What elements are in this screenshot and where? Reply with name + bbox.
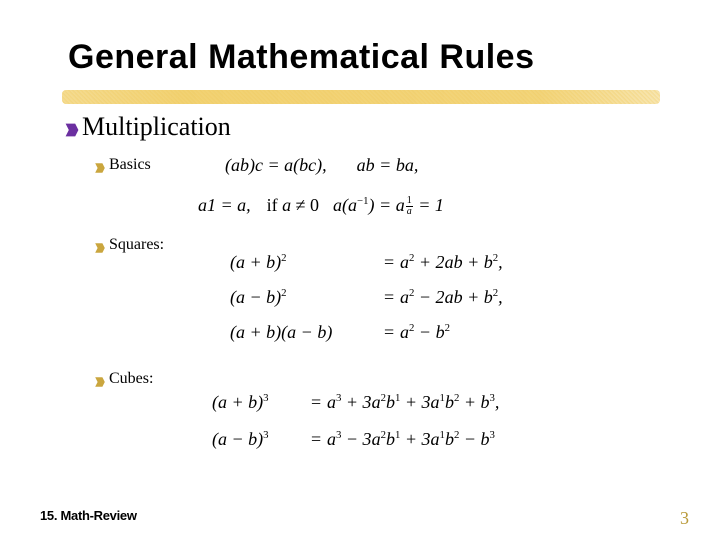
- sub-item-label: Squares:: [109, 236, 164, 254]
- eq-cubes-row: (a − b)3=a3 − 3a2b1 + 3a1b2 − b3: [212, 429, 627, 450]
- eq-basics-line1: (ab)c = a(bc),ab = ba,: [225, 155, 418, 176]
- section-multiplication: Multiplication: [64, 112, 231, 142]
- eq-basics-line2: a1 = a,if a ≠ 0a(a−1) = a1a = 1: [198, 195, 444, 217]
- section-label: Multiplication: [82, 112, 231, 142]
- sub-item: Squares:: [94, 236, 164, 254]
- eq-squares-row: (a − b)2=a2 − 2ab + b2,: [230, 287, 620, 308]
- eq-squares: (a + b)2=a2 + 2ab + b2, (a − b)2=a2 − 2ab…: [230, 252, 620, 343]
- bullet-purple-icon: [64, 120, 78, 134]
- bullet-gold-icon: [94, 160, 106, 172]
- eq-cubes-row: (a + b)3=a3 + 3a2b1 + 3a1b2 + b3,: [212, 392, 627, 413]
- sub-item: Basics: [94, 156, 151, 174]
- bullet-gold-icon: [94, 374, 106, 386]
- sub-item-label: Basics: [109, 156, 151, 174]
- page-number: 3: [680, 508, 689, 529]
- sub-item-label: Cubes:: [109, 370, 153, 388]
- eq-squares-row: (a + b)2=a2 + 2ab + b2,: [230, 252, 620, 273]
- title-underline: [62, 90, 660, 104]
- bullet-gold-icon: [94, 240, 106, 252]
- slide-title: General Mathematical Rules: [68, 38, 535, 77]
- eq-cubes: (a + b)3=a3 + 3a2b1 + 3a1b2 + b3, (a − b)…: [212, 392, 627, 450]
- eq-squares-row: (a + b)(a − b)=a2 − b2: [230, 322, 620, 343]
- sub-item: Cubes:: [94, 370, 153, 388]
- footer-left: 15. Math-Review: [40, 508, 137, 523]
